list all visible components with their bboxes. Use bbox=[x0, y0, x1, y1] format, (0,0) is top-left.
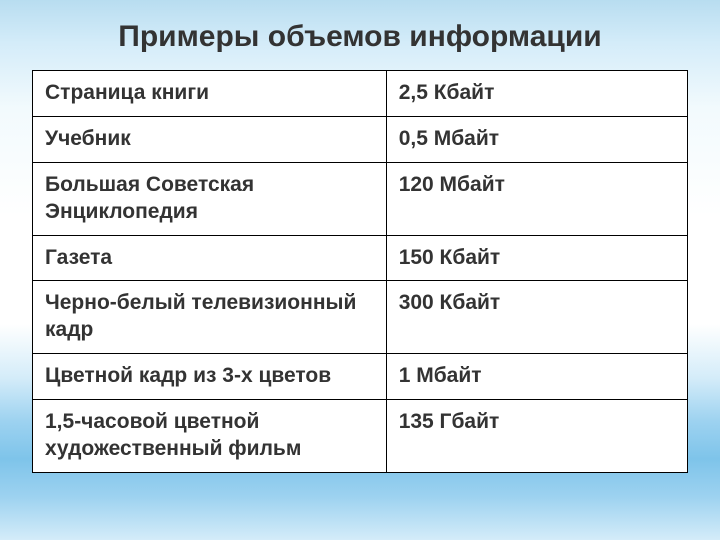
table-cell-item: Черно-белый телевизионный кадр bbox=[33, 281, 387, 354]
table-cell-size: 300 Кбайт bbox=[386, 281, 687, 354]
table-cell-item: Большая Советская Энциклопедия bbox=[33, 162, 387, 235]
info-table: Страница книги 2,5 Кбайт Учебник 0,5 Мба… bbox=[32, 70, 688, 473]
table-row: Большая Советская Энциклопедия 120 Мбайт bbox=[33, 162, 688, 235]
table-cell-item: Цветной кадр из 3-х цветов bbox=[33, 354, 387, 400]
table-row: Учебник 0,5 Мбайт bbox=[33, 116, 688, 162]
table-cell-size: 120 Мбайт bbox=[386, 162, 687, 235]
table-row: Цветной кадр из 3-х цветов 1 Мбайт bbox=[33, 354, 688, 400]
table-cell-size: 135 Гбайт bbox=[386, 400, 687, 473]
table-row: 1,5-часовой цветной художественный фильм… bbox=[33, 400, 688, 473]
table-row: Страница книги 2,5 Кбайт bbox=[33, 71, 688, 117]
table-cell-size: 150 Кбайт bbox=[386, 235, 687, 281]
table-cell-item: Страница книги bbox=[33, 71, 387, 117]
table-container: Страница книги 2,5 Кбайт Учебник 0,5 Мба… bbox=[0, 70, 720, 473]
table-row: Черно-белый телевизионный кадр 300 Кбайт bbox=[33, 281, 688, 354]
page-title: Примеры объемов информации bbox=[0, 0, 720, 70]
table-cell-item: Учебник bbox=[33, 116, 387, 162]
table-row: Газета 150 Кбайт bbox=[33, 235, 688, 281]
table-cell-item: 1,5-часовой цветной художественный фильм bbox=[33, 400, 387, 473]
table-cell-size: 1 Мбайт bbox=[386, 354, 687, 400]
table-cell-item: Газета bbox=[33, 235, 387, 281]
table-cell-size: 0,5 Мбайт bbox=[386, 116, 687, 162]
table-cell-size: 2,5 Кбайт bbox=[386, 71, 687, 117]
